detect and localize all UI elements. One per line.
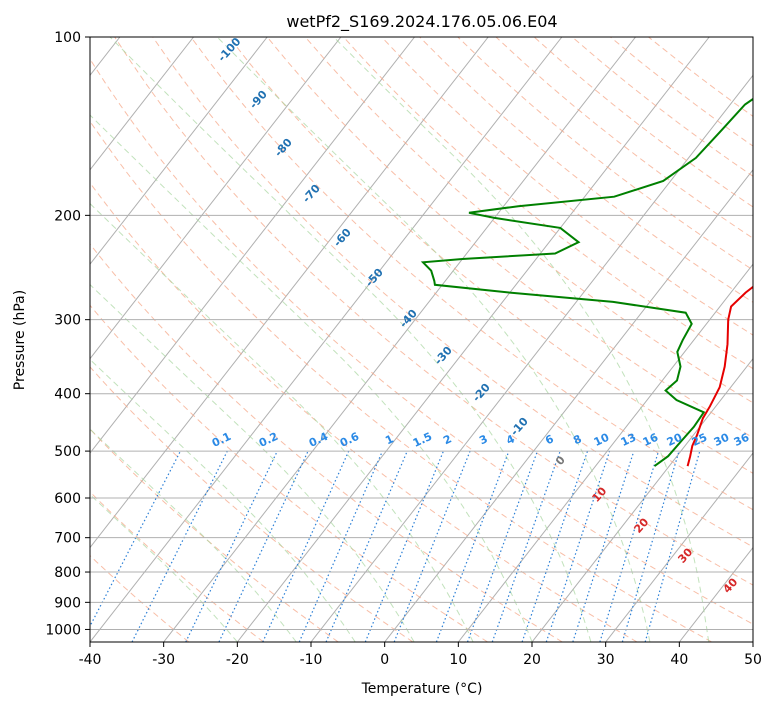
isotherm-line [457,263,753,642]
isotherm-line [163,37,636,642]
dry-adiabat-line [419,37,753,303]
chart-title: wetPf2_S169.2024.176.05.06.E04 [286,12,557,32]
x-tick-label: -30 [152,652,175,668]
mixing-ratio-label: 25 [690,431,709,449]
moist-adiabat-line [90,202,474,642]
y-tick-label: 600 [54,491,81,507]
isotherm-line [236,37,710,642]
mixing-ratio-line [185,450,278,642]
mixing-ratio-label: 16 [641,431,661,449]
x-tick-label: 10 [449,652,467,668]
plot-frame [89,36,754,643]
dry-adiabat-line [90,304,488,642]
isotherm-line [90,37,563,642]
mixing-ratio-line [545,450,611,642]
x-tick-label: 30 [597,652,615,668]
y-tick-label: 100 [54,30,81,46]
mixing-ratio-line [599,450,660,642]
x-tick-label: 40 [670,652,688,668]
x-tick-label: -20 [226,652,249,668]
moist-adiabat-line [90,358,356,642]
isotherm-line [384,168,753,642]
moist-adiabat-line [333,37,710,642]
mixing-ratio-label: 10 [592,431,612,449]
x-tick-label: 20 [523,652,541,668]
y-axis-label: Pressure (hPa) [12,290,28,390]
y-axis-ticks: 100 200 300 400 500 600 700 800 900 1000 [45,30,90,638]
mixing-ratio-line [262,450,350,642]
mixing-ratio-line [491,450,561,642]
dry-adiabat-line [90,58,753,625]
mixing-ratio-line [521,450,589,642]
isotherm-line [531,357,753,642]
x-tick-label: 50 [744,652,762,668]
dry-adiabat-line [114,37,753,586]
dry-adiabat-line [228,37,753,474]
isotherm-line [90,37,415,454]
mixing-ratio-label: 30 [712,431,732,449]
moist-adiabat-line [90,283,415,642]
mixing-ratio-label: 36 [732,431,752,449]
isotherm-line [605,452,753,642]
y-tick-label: 500 [54,444,81,460]
background-reference-lines [90,37,753,642]
y-tick-label: 800 [54,565,81,581]
moist-adiabat-line [109,37,592,642]
y-tick-label: 1000 [45,622,81,638]
dry-adiabat-line [90,428,339,642]
mixing-ratio-line [621,450,680,642]
isotherm-line [90,37,342,360]
y-tick-label: 900 [54,595,81,611]
isotherm-line [90,37,489,549]
x-tick-label: -40 [79,652,102,668]
isotherm-line [310,74,753,642]
x-axis-ticks: -40 -30 -20 -10 0 10 20 30 40 50 [79,642,762,668]
dewpoint-profile [420,97,753,467]
moist-adiabat-line [216,37,651,642]
y-tick-label: 200 [54,208,81,224]
dry-adiabat-line [90,366,414,642]
dry-adiabat-line [190,37,753,511]
dry-adiabat-line [90,554,190,642]
moist-adiabat-line [90,114,533,642]
isotherm-line [90,37,268,266]
x-axis-label: Temperature (°C) [361,681,483,697]
dry-adiabat-line [152,37,753,548]
mixing-ratio-line [325,450,408,642]
temperature-profile [686,285,753,467]
y-tick-label: 400 [54,387,81,403]
mixing-ratio-line [466,450,539,642]
y-tick-label: 300 [54,313,81,329]
x-tick-label: -10 [300,652,323,668]
profiles [420,97,753,467]
dry-adiabat-line [90,120,712,642]
dry-adiabat-line [381,37,753,336]
mixing-ratio-label: 13 [619,431,638,449]
x-tick-label: 0 [380,652,389,668]
y-tick-label: 700 [54,531,81,547]
dry-adiabat-line [90,243,563,642]
mixing-ratio-line [572,450,635,642]
mixing-ratio-line [644,450,701,642]
moist-adiabat-line [90,428,297,642]
mixing-ratio-line [298,450,384,642]
isotherm-line [90,37,194,171]
mixing-ratio-label: 20 [665,431,685,449]
mixing-ratio-line [218,450,309,642]
